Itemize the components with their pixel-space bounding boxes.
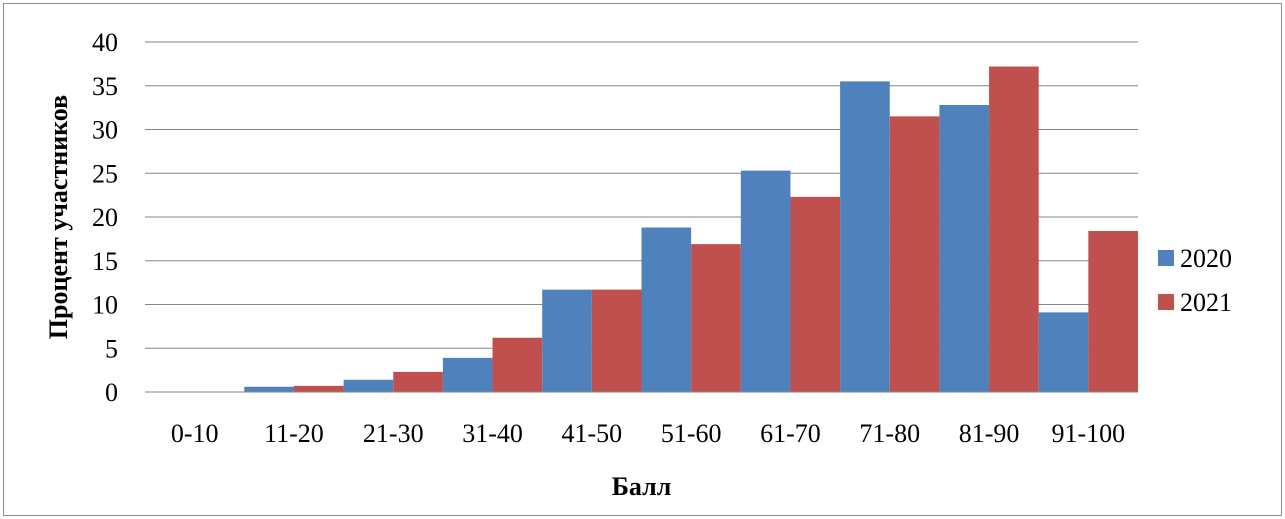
bar-2021-41-50 bbox=[591, 289, 642, 392]
x-tick-label: 61-70 bbox=[760, 419, 821, 448]
bar-2021-81-90 bbox=[989, 66, 1039, 392]
x-tick-labels: 0-10 11-20 21-30 31-40 41-50 51-60 61-70 71-80 8… bbox=[171, 419, 1125, 448]
y-tick-labels: 0 5 10 15 20 25 30 35 40 bbox=[92, 28, 118, 407]
bar-2020-41-50 bbox=[542, 289, 592, 392]
x-tick-label: 31-40 bbox=[462, 419, 523, 448]
x-tick-label: 11-20 bbox=[264, 419, 324, 448]
bar-2020-71-80 bbox=[840, 81, 890, 392]
y-tick-label: 35 bbox=[92, 72, 118, 101]
bar-2020-31-40 bbox=[442, 357, 493, 392]
x-tick-label: 81-90 bbox=[959, 419, 1020, 448]
bar-2020-51-60 bbox=[641, 227, 692, 392]
x-axis-title: Балл bbox=[612, 472, 672, 501]
bars bbox=[244, 66, 1138, 392]
legend-swatch-2021 bbox=[1158, 294, 1174, 310]
y-tick-label: 0 bbox=[105, 378, 118, 407]
y-tick-label: 15 bbox=[92, 247, 118, 276]
bar-2020-81-90 bbox=[939, 105, 990, 392]
x-tick-label: 71-80 bbox=[859, 419, 920, 448]
x-tick-label: 51-60 bbox=[661, 419, 722, 448]
y-tick-label: 30 bbox=[92, 116, 118, 145]
bar-2021-61-70 bbox=[790, 196, 841, 392]
bar-2021-51-60 bbox=[691, 244, 741, 392]
bar-2020-21-30 bbox=[343, 379, 394, 392]
y-tick-label: 20 bbox=[92, 203, 118, 232]
y-tick-label: 10 bbox=[92, 291, 118, 320]
bar-2021-71-80 bbox=[889, 116, 940, 392]
x-tick-label: 0-10 bbox=[171, 419, 219, 448]
x-tick-label: 41-50 bbox=[562, 419, 623, 448]
legend-swatch-2020 bbox=[1158, 250, 1174, 266]
bar-2021-11-20 bbox=[293, 385, 344, 392]
bar-2021-31-40 bbox=[492, 337, 543, 392]
legend-label-2020: 2020 bbox=[1180, 244, 1232, 273]
y-tick-label: 5 bbox=[105, 334, 118, 363]
y-tick-label: 40 bbox=[92, 28, 118, 57]
bar-2020-61-70 bbox=[740, 170, 791, 392]
legend: 2020 2021 bbox=[1158, 244, 1232, 317]
x-tick-label: 91-100 bbox=[1052, 419, 1126, 448]
x-tick-label: 21-30 bbox=[363, 419, 424, 448]
y-axis-title: Процент участников bbox=[44, 95, 73, 339]
bar-2021-91-100 bbox=[1088, 231, 1138, 392]
bar-2020-11-20 bbox=[244, 386, 294, 392]
bar-2020-91-100 bbox=[1038, 312, 1089, 392]
bar-2021-21-30 bbox=[393, 371, 443, 392]
y-tick-label: 25 bbox=[92, 159, 118, 188]
legend-label-2021: 2021 bbox=[1180, 288, 1232, 317]
